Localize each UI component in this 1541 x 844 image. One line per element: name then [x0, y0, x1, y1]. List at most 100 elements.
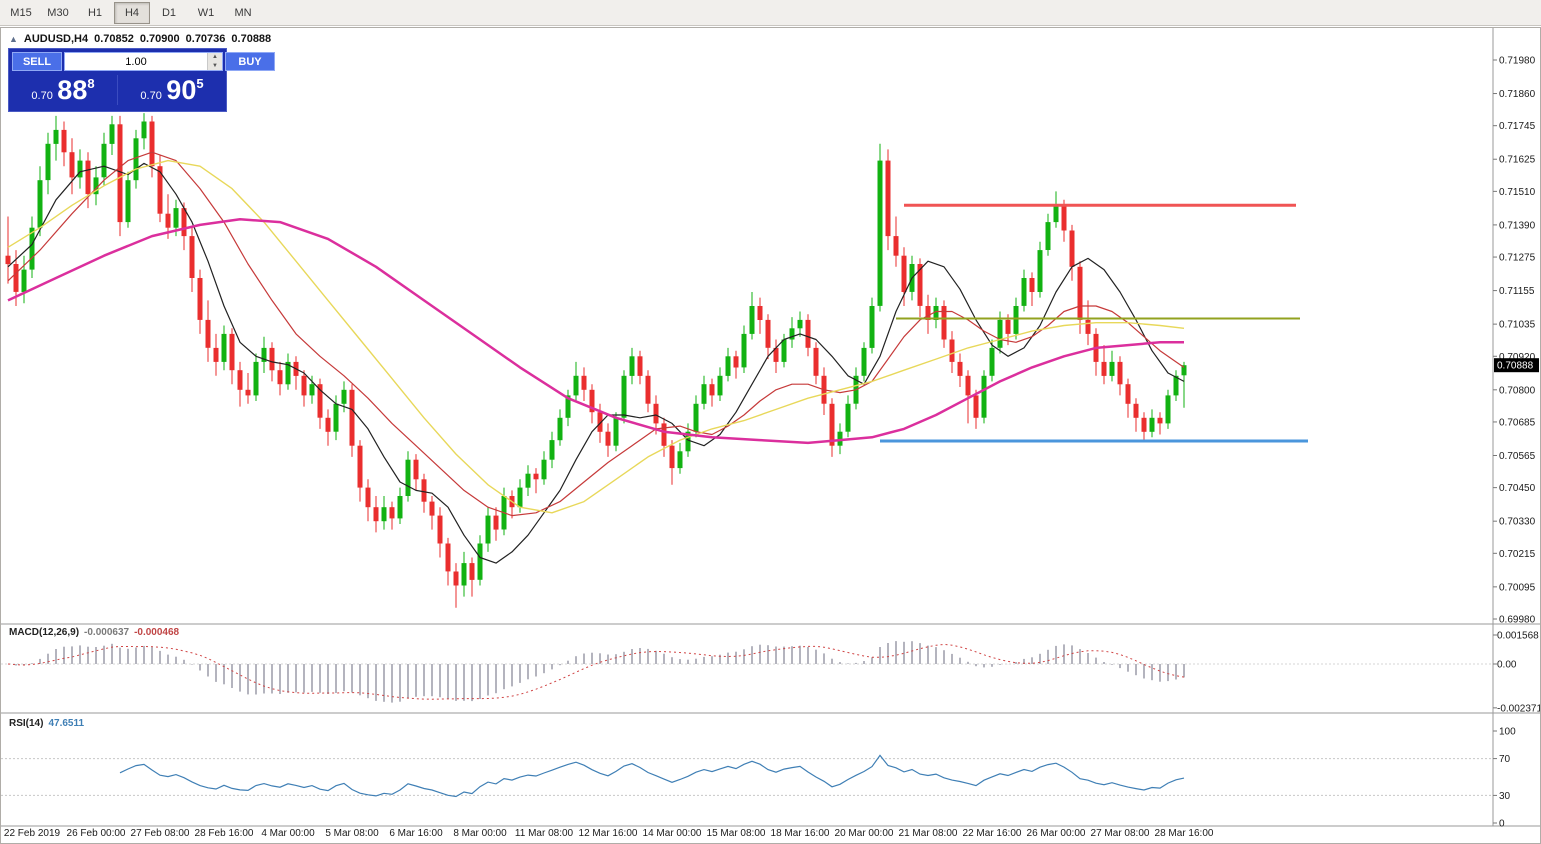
buy-button[interactable]: BUY: [225, 52, 275, 71]
ohlc-low: 0.70736: [185, 33, 226, 45]
timeframe-button-m30[interactable]: M30: [47, 6, 69, 19]
macd-name: MACD(12,26,9): [9, 627, 80, 638]
sell-price-display[interactable]: 0.70 888: [9, 75, 117, 105]
macd-signal-value: -0.000468: [134, 627, 180, 638]
one-click-trading-panel: SELL ▲ ▼ BUY 0.70 888 0.70 905: [8, 48, 275, 112]
svg-text:0.70800: 0.70800: [1499, 385, 1536, 396]
svg-text:0.71155: 0.71155: [1499, 286, 1535, 297]
buy-price-small: 0.70: [140, 90, 162, 102]
svg-text:0.70565: 0.70565: [1499, 451, 1536, 462]
svg-text:0.71510: 0.71510: [1499, 187, 1536, 198]
svg-text:27 Mar 08:00: 27 Mar 08:00: [1091, 828, 1150, 839]
buy-price-pipette: 5: [196, 76, 204, 91]
timeframe-button-w1[interactable]: W1: [197, 6, 215, 19]
macd-indicator-label: MACD(12,26,9) -0.000637 -0.000468: [9, 627, 179, 638]
svg-text:15 Mar 08:00: 15 Mar 08:00: [707, 828, 766, 839]
svg-text:4 Mar 00:00: 4 Mar 00:00: [261, 828, 315, 839]
macd-axis[interactable]: 0.001568 0.00 -0.002371: [1493, 631, 1540, 715]
svg-text:0.00: 0.00: [1497, 660, 1517, 671]
volume-increase-button[interactable]: ▲: [208, 53, 222, 62]
chart-plot-area[interactable]: [1, 28, 1493, 624]
svg-text:21 Mar 08:00: 21 Mar 08:00: [899, 828, 958, 839]
time-axis[interactable]: 22 Feb 2019 26 Feb 00:00 27 Feb 08:00 28 Fe…: [4, 828, 1214, 839]
ma-trend-magenta-line: [7, 218, 1184, 445]
svg-text:0.71625: 0.71625: [1499, 155, 1536, 166]
svg-text:0.70095: 0.70095: [1499, 582, 1536, 593]
buy-price-display[interactable]: 0.70 905: [118, 75, 226, 105]
svg-text:0.71745: 0.71745: [1499, 121, 1536, 132]
volume-spinner: ▲ ▼: [207, 53, 222, 70]
ma-fast-black-line: [7, 162, 1185, 564]
timeframe-toolbar: M15 M30 H1 H4 D1 W1 MN: [0, 0, 1541, 26]
svg-text:12 Mar 16:00: 12 Mar 16:00: [579, 828, 638, 839]
timeframe-button-m15[interactable]: M15: [10, 6, 32, 19]
ohlc-open: 0.70852: [94, 33, 134, 45]
svg-text:0.70215: 0.70215: [1499, 549, 1536, 560]
rsi-name: RSI(14): [9, 718, 44, 729]
svg-text:27 Feb 08:00: 27 Feb 08:00: [131, 828, 190, 839]
sell-price-small: 0.70: [31, 90, 53, 102]
svg-text:28 Mar 16:00: 28 Mar 16:00: [1155, 828, 1214, 839]
rsi-axis[interactable]: 100 70 30 0: [1493, 727, 1516, 830]
chart-canvas[interactable]: 0.71980 0.71860 0.71745 0.71625 0.71510 0.713…: [1, 28, 1540, 843]
sell-price-big: 88: [57, 75, 88, 105]
svg-text:0.71860: 0.71860: [1499, 89, 1536, 100]
rsi-line: [119, 754, 1185, 798]
svg-text:0.69980: 0.69980: [1499, 615, 1536, 626]
last-price-tag: 0.70888: [1494, 358, 1539, 373]
svg-text:0.70330: 0.70330: [1499, 517, 1536, 528]
rsi-indicator-label: RSI(14) 47.6511: [9, 718, 84, 729]
volume-input[interactable]: [65, 53, 207, 70]
macd-histogram: [15, 641, 1185, 703]
svg-text:14 Mar 00:00: 14 Mar 00:00: [643, 828, 702, 839]
svg-text:0.71275: 0.71275: [1499, 253, 1536, 264]
svg-text:0.71980: 0.71980: [1499, 56, 1536, 67]
chart-header: ▲ AUDUSD,H4 0.70852 0.70900 0.70736 0.70…: [9, 33, 271, 45]
ohlc-close: 0.70888: [231, 33, 272, 45]
svg-text:18 Mar 16:00: 18 Mar 16:00: [771, 828, 830, 839]
svg-text:0: 0: [1499, 819, 1505, 830]
ohlc-high: 0.70900: [139, 33, 180, 45]
buy-price-big: 90: [166, 75, 197, 105]
svg-text:0.70685: 0.70685: [1499, 418, 1536, 429]
ma-lines-layer: [7, 151, 1185, 564]
svg-text:5 Mar 08:00: 5 Mar 08:00: [325, 828, 379, 839]
svg-text:26 Mar 00:00: 26 Mar 00:00: [1027, 828, 1086, 839]
timeframe-button-h4[interactable]: H4: [114, 1, 150, 24]
svg-text:11 Mar 08:00: 11 Mar 08:00: [515, 828, 574, 839]
svg-text:30: 30: [1499, 791, 1511, 802]
price-axis[interactable]: 0.71980 0.71860 0.71745 0.71625 0.71510 0.713…: [1493, 56, 1536, 626]
svg-text:26 Feb 00:00: 26 Feb 00:00: [67, 828, 126, 839]
timeframe-button-d1[interactable]: D1: [161, 6, 177, 19]
sell-button[interactable]: SELL: [12, 52, 62, 71]
chart-window: 0.71980 0.71860 0.71745 0.71625 0.71510 0.713…: [0, 27, 1541, 844]
svg-text:22 Mar 16:00: 22 Mar 16:00: [963, 828, 1022, 839]
svg-text:6 Mar 16:00: 6 Mar 16:00: [389, 828, 443, 839]
rsi-value: 47.6511: [48, 718, 85, 729]
svg-text:0.70450: 0.70450: [1499, 483, 1536, 494]
svg-text:0.71390: 0.71390: [1499, 220, 1536, 231]
sell-price-pipette: 8: [87, 76, 95, 91]
candles-layer: [5, 113, 1187, 608]
price-divider: [117, 75, 118, 105]
ma-medium-red-line: [7, 151, 1185, 517]
svg-text:28 Feb 16:00: 28 Feb 16:00: [195, 828, 254, 839]
svg-text:0.001568: 0.001568: [1497, 631, 1539, 642]
volume-decrease-button[interactable]: ▼: [208, 61, 222, 70]
svg-text:70: 70: [1499, 754, 1511, 765]
timeframe-button-h1[interactable]: H1: [87, 6, 103, 19]
svg-text:0.71035: 0.71035: [1499, 320, 1536, 331]
svg-text:-0.002371: -0.002371: [1497, 703, 1540, 714]
timeframe-button-mn[interactable]: MN: [234, 6, 252, 19]
volume-field[interactable]: ▲ ▼: [64, 52, 223, 71]
ma-slow-yellow-line: [7, 159, 1185, 514]
svg-text:20 Mar 00:00: 20 Mar 00:00: [835, 828, 894, 839]
one-click-panel-collapse-icon[interactable]: ▲: [9, 34, 18, 44]
svg-text:100: 100: [1499, 727, 1516, 738]
svg-text:22 Feb 2019: 22 Feb 2019: [4, 828, 61, 839]
svg-text:0.70920: 0.70920: [1499, 352, 1536, 363]
svg-text:8 Mar 00:00: 8 Mar 00:00: [453, 828, 507, 839]
svg-text:0.70888: 0.70888: [1497, 361, 1534, 372]
macd-main-value: -0.000637: [84, 627, 130, 638]
